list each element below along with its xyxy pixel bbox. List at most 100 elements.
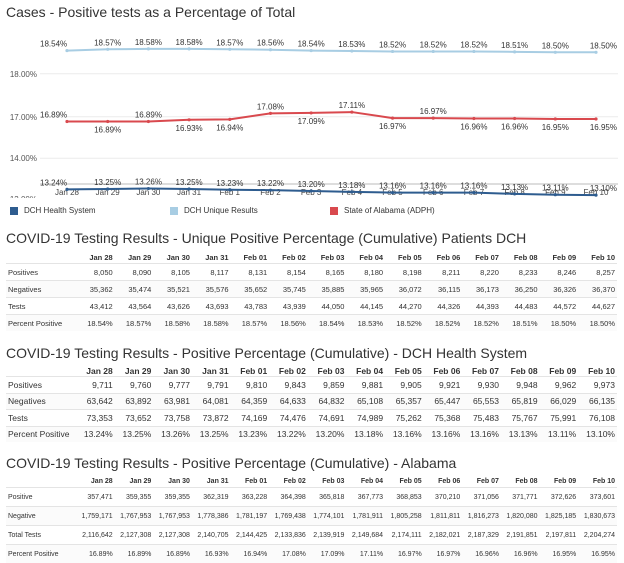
- column-header: Jan 28: [86, 365, 113, 376]
- table-cell: 13.10%: [578, 425, 617, 442]
- table-cell: 8,246: [539, 263, 579, 281]
- row-label: Positives: [6, 263, 77, 281]
- column-header: Feb 03: [320, 253, 345, 262]
- table-cell: 2,133,836: [269, 525, 308, 545]
- table-cell: 66,029: [539, 392, 579, 410]
- table-cell: 8,233: [500, 263, 540, 281]
- legend-swatch: [330, 206, 338, 215]
- column-header: Feb 08: [513, 253, 538, 262]
- data-point: [268, 111, 273, 115]
- table-cell: 43,693: [191, 297, 231, 315]
- data-point: [187, 118, 191, 122]
- column-header: Feb 01: [245, 478, 268, 485]
- data-point: [146, 119, 150, 124]
- table-cell: 8,131: [230, 263, 270, 281]
- table-cell: 18.57%: [114, 314, 154, 331]
- table-row: Negative 1,759,171 1,767,953 1,767,953 1,778…: [6, 506, 617, 526]
- table-cell: 16.89%: [153, 544, 192, 563]
- data-point: [187, 47, 191, 51]
- column-header: Feb 04: [359, 253, 384, 262]
- table-cell: 18.52%: [423, 314, 463, 331]
- table-cell: 44,627: [578, 297, 617, 315]
- data-point: [309, 48, 313, 53]
- table-cell: 13.16%: [423, 425, 463, 442]
- table-cell: 35,652: [230, 280, 270, 298]
- row-label: Negative: [6, 506, 77, 526]
- table-cell: 8,165: [307, 263, 347, 281]
- table-title-dch-health-system: COVID-19 Testing Results - Positive Perc…: [6, 345, 528, 361]
- table-cell: 2,191,851: [500, 525, 540, 545]
- row-label: Percent Positive: [6, 314, 77, 331]
- table-cell: 13.22%: [269, 425, 308, 442]
- column-header: Feb 09: [549, 365, 577, 376]
- table-cell: 9,881: [346, 376, 386, 393]
- table-cell: 1,778,386: [191, 506, 231, 526]
- table-cell: 44,483: [500, 297, 540, 315]
- table-cell: 1,759,171: [76, 506, 115, 526]
- column-header: Jan 30: [163, 365, 190, 376]
- row-label: Negatives: [6, 392, 77, 410]
- data-label: 18.57%: [216, 38, 243, 47]
- data-point: [268, 48, 273, 52]
- table-cell: 2,144,425: [230, 525, 270, 545]
- table-cell: 18.52%: [462, 314, 501, 331]
- legend-item-dch-unique-results[interactable]: DCH Unique Results: [170, 206, 258, 215]
- column-header: Feb 02: [283, 478, 306, 485]
- data-point: [106, 187, 110, 191]
- column-header: Feb 09: [554, 478, 577, 485]
- column-header: Feb 02: [278, 365, 306, 376]
- legend-item-state-of-alabama[interactable]: State of Alabama (ADPH): [330, 206, 435, 215]
- table-cell: 2,149,684: [346, 525, 386, 545]
- data-label: 16.95%: [590, 123, 617, 132]
- data-label: 13.11%: [542, 184, 569, 193]
- table-cell: 63,892: [114, 392, 154, 410]
- series-line: [66, 47, 596, 54]
- table-cell: 75,483: [462, 409, 501, 426]
- table-row: Tests 43,412 43,564 43,626 43,693 43,783 43,93…: [6, 297, 617, 315]
- header-blank: [6, 476, 76, 488]
- data-point: [146, 186, 150, 191]
- data-label: 13.20%: [298, 180, 325, 189]
- data-point: [472, 49, 476, 54]
- column-header: Feb 05: [399, 478, 422, 485]
- table-cell: 65,357: [385, 392, 424, 410]
- row-label: Percent Positive: [6, 425, 77, 442]
- table-cell: 63,981: [153, 392, 192, 410]
- data-label: 16.89%: [94, 126, 121, 135]
- legend-item-dch-health-system[interactable]: DCH Health System: [10, 206, 96, 215]
- table-cell: 18.50%: [539, 314, 579, 331]
- data-point: [513, 116, 517, 121]
- table-cell: 2,174,111: [385, 525, 424, 545]
- table-cell: 9,760: [114, 376, 154, 393]
- table-cell: 371,771: [500, 487, 540, 507]
- data-point: [431, 116, 435, 120]
- data-point: [594, 50, 598, 54]
- data-label: 18.52%: [420, 40, 447, 49]
- column-header: Jan 29: [124, 365, 152, 376]
- data-point: [513, 50, 517, 54]
- row-label: Tests: [6, 297, 77, 315]
- row-label: Percent Positive: [6, 544, 77, 563]
- data-point: [390, 49, 395, 54]
- data-label: 18.52%: [379, 40, 406, 49]
- data-point: [106, 119, 110, 124]
- table-cell: 64,081: [191, 392, 231, 410]
- table-cell: 2,127,308: [153, 525, 192, 545]
- x-tick-label: Feb 1: [220, 188, 241, 197]
- y-tick-label: 13.00%: [10, 195, 37, 198]
- table-cell: 8,198: [385, 263, 424, 281]
- data-point: [309, 111, 313, 115]
- data-label: 18.53%: [338, 40, 365, 49]
- table-cell: 2,204,274: [578, 525, 617, 545]
- table-cell: 75,991: [539, 409, 579, 426]
- column-header: Jan 28: [89, 253, 113, 262]
- table-cell: 9,905: [385, 376, 424, 393]
- row-label: Positive: [6, 487, 77, 507]
- data-label: 18.54%: [298, 40, 325, 49]
- data-point: [309, 189, 313, 193]
- table-cell: 16.89%: [76, 544, 115, 563]
- data-label: 13.25%: [94, 178, 121, 187]
- data-point: [228, 188, 232, 192]
- table-cell: 73,872: [191, 409, 231, 426]
- data-label: 13.22%: [257, 179, 284, 188]
